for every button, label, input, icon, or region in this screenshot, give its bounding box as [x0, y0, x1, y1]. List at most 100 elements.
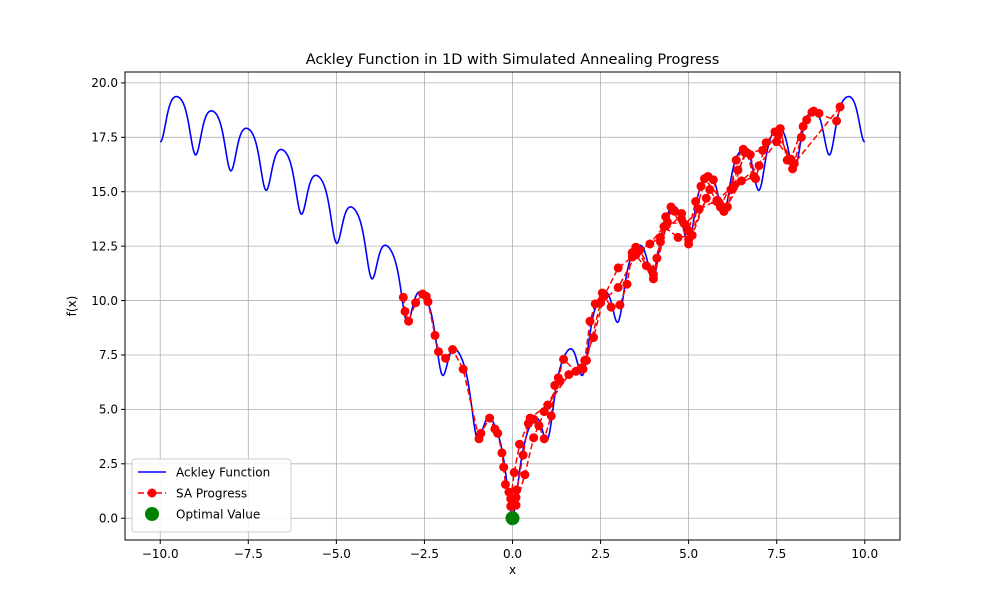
sa-progress-point — [663, 217, 672, 227]
y-tick-label: 10.0 — [91, 294, 118, 308]
legend-marker-optimal — [145, 507, 159, 521]
sa-progress-point — [754, 161, 764, 171]
sa-progress-point — [529, 433, 539, 443]
sa-progress-point — [673, 232, 683, 242]
x-tick-label: 2.5 — [591, 547, 610, 561]
sa-progress-point — [589, 333, 599, 343]
sa-progress-point — [731, 155, 741, 165]
sa-progress-point — [515, 439, 525, 449]
y-tick-label: 5.0 — [99, 403, 118, 417]
sa-progress-point — [749, 171, 759, 181]
sa-progress-point — [581, 355, 591, 365]
y-tick-label: 0.0 — [99, 511, 118, 525]
sa-progress-point — [652, 253, 662, 263]
sa-progress-point — [712, 195, 722, 205]
sa-progress-point — [555, 376, 565, 386]
sa-progress-point — [423, 297, 433, 307]
sa-progress-point — [434, 347, 444, 357]
sa-progress-point — [585, 316, 595, 326]
sa-progress-point — [758, 145, 768, 155]
sa-progress-point — [411, 298, 421, 308]
sa-progress-point — [647, 265, 657, 275]
legend-label-ackley: Ackley Function — [176, 466, 270, 480]
sa-progress-point — [699, 174, 709, 184]
x-tick-label: 0.0 — [503, 547, 522, 561]
sa-progress-point — [404, 316, 414, 326]
y-axis-label: f(x) — [65, 296, 79, 317]
sa-progress-point — [622, 279, 632, 289]
x-tick-label: −7.5 — [234, 547, 263, 561]
sa-progress-point — [476, 428, 486, 438]
sa-progress-point — [599, 291, 609, 301]
sa-progress-point — [606, 302, 616, 312]
sa-progress-point — [520, 470, 530, 480]
sa-progress-point — [832, 116, 842, 126]
sa-progress-point — [615, 300, 625, 310]
sa-progress-point — [786, 154, 796, 164]
legend: Ackley Function SA Progress Optimal Valu… — [131, 458, 292, 533]
sa-progress-point — [680, 219, 690, 229]
sa-progress-point — [400, 306, 410, 316]
sa-progress-point — [708, 175, 718, 185]
x-axis-label: x — [509, 563, 516, 577]
sa-progress-point — [497, 448, 507, 458]
sa-progress-point — [564, 370, 574, 380]
sa-progress-point — [499, 462, 509, 472]
sa-progress-point — [666, 202, 676, 212]
sa-progress-point — [835, 102, 845, 112]
legend-marker-sa — [147, 488, 157, 498]
sa-progress-point — [441, 353, 451, 363]
sa-progress-point — [506, 494, 516, 504]
sa-progress-point — [740, 148, 750, 158]
legend-box — [131, 458, 292, 533]
sa-progress-point — [509, 468, 519, 478]
sa-progress-point — [613, 263, 623, 273]
sa-progress-point — [798, 121, 808, 131]
sa-progress-point — [430, 330, 440, 340]
sa-progress-point — [705, 185, 715, 195]
y-tick-label: 17.5 — [91, 131, 118, 145]
sa-progress-point — [729, 180, 739, 190]
sa-progress-point — [687, 230, 697, 240]
sa-progress-point — [655, 232, 665, 242]
y-tick-label: 7.5 — [99, 348, 118, 362]
sa-progress-point — [539, 434, 549, 444]
x-tick-label: 10.0 — [851, 547, 878, 561]
sa-progress-point — [634, 245, 644, 255]
sa-progress-point — [796, 132, 806, 142]
x-tick-label: 7.5 — [767, 547, 786, 561]
sa-progress-point — [694, 204, 704, 214]
sa-progress-point — [613, 283, 623, 292]
legend-label-sa: SA Progress — [176, 487, 247, 501]
sa-progress-point — [684, 239, 694, 249]
plot-area — [160, 95, 865, 526]
sa-progress-point — [701, 193, 711, 203]
y-tick-label: 2.5 — [99, 457, 118, 471]
sa-progress-point — [493, 428, 503, 438]
x-tick-label: −2.5 — [410, 547, 439, 561]
y-tick-label: 20.0 — [91, 76, 118, 90]
sa-progress-point — [761, 138, 771, 148]
sa-progress-point — [696, 181, 706, 191]
x-tick-label: 5.0 — [679, 547, 698, 561]
optimal-value-point — [505, 511, 520, 526]
sa-progress-point — [546, 411, 556, 421]
sa-progress-point — [576, 363, 586, 373]
sa-progress-point — [627, 252, 637, 262]
sa-progress-point — [648, 274, 658, 284]
sa-progress-point — [448, 345, 458, 355]
sa-progress-point — [539, 407, 549, 417]
sa-progress-point — [485, 413, 495, 423]
x-tick-label: −10.0 — [142, 547, 179, 561]
sa-progress-point — [534, 421, 544, 431]
chart-title: Ackley Function in 1D with Simulated Ann… — [306, 52, 720, 68]
sa-progress-point — [691, 197, 701, 207]
sa-progress-point — [736, 176, 746, 186]
sa-progress-point — [645, 239, 655, 249]
axis-ticks: −10.0 −7.5 −5.0 −2.5 0.0 2.5 5.0 7.5 10.0 0.0 2.5 5… — [91, 76, 878, 561]
y-tick-label: 15.0 — [91, 185, 118, 199]
sa-progress-point — [512, 485, 522, 495]
sa-progress-point — [559, 354, 569, 364]
sa-progress-point — [677, 208, 687, 218]
